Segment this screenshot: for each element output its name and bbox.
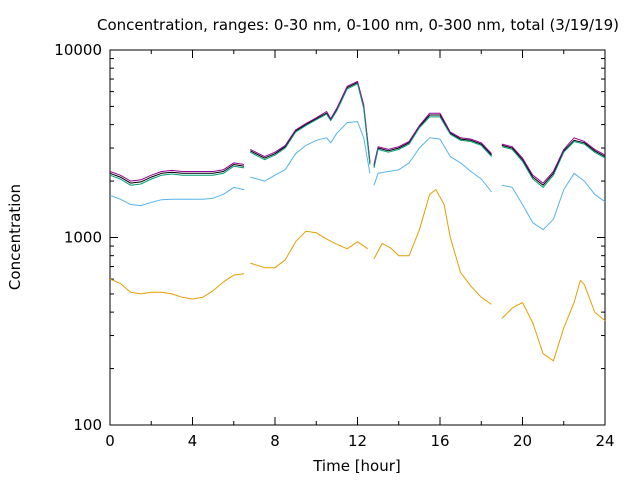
series-line (250, 121, 371, 182)
x-tick-label: 24 (595, 432, 614, 450)
x-axis-label: Time [hour] (312, 457, 401, 475)
y-tick-label: 1000 (64, 229, 102, 247)
series-line (109, 165, 245, 186)
series-line (501, 137, 606, 184)
series-line (501, 139, 606, 186)
series-line (373, 189, 492, 305)
series-line (373, 114, 492, 167)
x-tick-label: 0 (105, 432, 115, 450)
series-line (501, 141, 606, 188)
series-line (373, 112, 492, 165)
x-tick-label: 16 (430, 432, 449, 450)
series-line (250, 80, 371, 162)
series-3 (109, 83, 606, 188)
series-line (501, 280, 606, 362)
x-tick-label: 8 (270, 432, 280, 450)
series-5 (109, 189, 606, 362)
y-tick-label: 100 (73, 416, 102, 434)
series-line (109, 162, 245, 182)
x-tick-label: 12 (348, 432, 367, 450)
series-line (373, 116, 492, 169)
series-line (109, 273, 245, 300)
chart-title: Concentration, ranges: 0-30 nm, 0-100 nm… (97, 16, 619, 34)
series-line (109, 164, 245, 184)
y-axis: 100 1000 10000 (54, 41, 605, 434)
series-line (250, 83, 371, 165)
x-axis: 0 4 8 12 16 20 24 (105, 50, 615, 450)
series-1 (109, 82, 606, 186)
series-2 (109, 80, 606, 184)
series-line (501, 172, 606, 231)
plot-frame (109, 49, 606, 426)
series-line (250, 82, 371, 163)
series-line (250, 230, 369, 269)
series-4 (109, 121, 606, 231)
series-line (373, 137, 492, 193)
x-tick-label: 4 (188, 432, 198, 450)
y-axis-label: Concentration (6, 184, 24, 290)
series-line (109, 186, 245, 207)
y-tick-label: 10000 (54, 41, 102, 59)
series-layer (109, 80, 606, 362)
x-tick-label: 20 (513, 432, 532, 450)
